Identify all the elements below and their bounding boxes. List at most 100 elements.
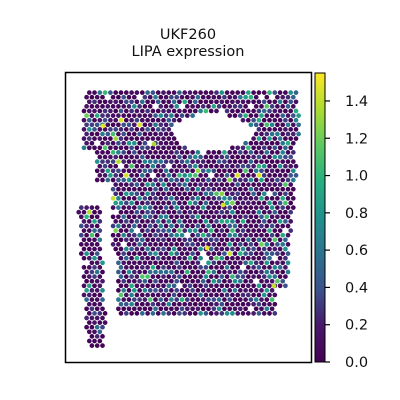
expression-spot xyxy=(267,117,272,123)
expression-spot xyxy=(92,145,97,151)
expression-spot xyxy=(251,274,256,279)
expression-spot xyxy=(100,140,105,146)
expression-spot xyxy=(110,196,116,201)
expression-spot xyxy=(134,292,140,298)
expression-spot xyxy=(208,301,214,307)
expression-spot xyxy=(184,288,190,293)
expression-spot xyxy=(161,200,166,206)
expression-spot xyxy=(184,306,190,312)
expression-spot xyxy=(214,274,219,279)
expression-spot xyxy=(142,223,148,229)
expression-spot xyxy=(272,246,278,252)
expression-spot xyxy=(283,90,288,95)
expression-spot xyxy=(203,301,209,307)
expression-spot xyxy=(171,163,177,169)
expression-spot xyxy=(235,182,241,187)
expression-spot xyxy=(179,196,185,201)
expression-spot xyxy=(179,205,185,210)
expression-spot xyxy=(161,237,166,243)
expression-spot xyxy=(105,113,111,118)
expression-spot xyxy=(116,251,121,256)
expression-spot xyxy=(86,311,92,316)
expression-spot xyxy=(118,292,124,298)
expression-spot xyxy=(155,283,161,289)
expression-spot xyxy=(240,283,246,289)
expression-spot xyxy=(116,113,121,118)
expression-spot xyxy=(283,127,288,132)
expression-spot xyxy=(163,150,169,155)
expression-spot xyxy=(145,127,150,132)
expression-spot xyxy=(235,219,241,224)
expression-spot xyxy=(259,186,264,192)
expression-spot xyxy=(139,265,145,270)
expression-spot xyxy=(182,173,188,178)
expression-spot xyxy=(182,200,188,206)
expression-spot xyxy=(169,288,174,293)
expression-spot xyxy=(230,311,235,316)
expression-spot xyxy=(129,154,134,160)
expression-spot xyxy=(203,173,209,178)
expression-spot xyxy=(230,145,235,151)
expression-spot xyxy=(272,274,278,279)
expression-spot xyxy=(269,288,275,293)
expression-spot xyxy=(137,260,142,266)
expression-spot xyxy=(200,159,206,164)
expression-spot xyxy=(182,311,188,316)
expression-spot xyxy=(190,104,195,109)
expression-spot xyxy=(92,209,97,215)
expression-spot xyxy=(116,150,121,155)
colorbar-tick-label: 1.4 xyxy=(345,94,368,110)
expression-spot xyxy=(139,255,145,261)
expression-spot xyxy=(126,196,132,201)
expression-spot xyxy=(256,136,262,141)
expression-spot xyxy=(240,246,246,252)
expression-spot xyxy=(256,173,262,178)
expression-spot xyxy=(219,292,225,298)
expression-spot xyxy=(224,209,230,215)
expression-spot xyxy=(275,94,280,100)
expression-spot xyxy=(110,131,116,137)
expression-spot xyxy=(126,223,132,229)
expression-spot xyxy=(121,196,127,201)
expression-spot xyxy=(245,209,251,215)
expression-spot xyxy=(269,232,275,238)
expression-spot xyxy=(171,255,177,261)
expression-spot xyxy=(163,242,169,247)
expression-spot xyxy=(267,163,272,169)
expression-spot xyxy=(248,150,254,155)
expression-spot xyxy=(118,246,124,252)
expression-spot xyxy=(198,274,203,279)
expression-spot xyxy=(131,104,137,109)
expression-spot xyxy=(224,292,230,298)
expression-spot xyxy=(198,99,203,105)
expression-spot xyxy=(169,251,174,256)
expression-spot xyxy=(227,306,233,312)
expression-spot xyxy=(182,90,188,95)
expression-spot xyxy=(184,251,190,256)
expression-spot xyxy=(137,214,142,220)
expression-spot xyxy=(190,269,195,275)
expression-spot xyxy=(187,311,193,316)
expression-spot xyxy=(121,269,127,275)
expression-spot xyxy=(219,219,225,224)
expression-spot xyxy=(163,214,169,220)
expression-spot xyxy=(158,297,164,302)
expression-spot xyxy=(89,306,95,312)
expression-spot xyxy=(259,223,264,229)
expression-spot xyxy=(158,168,164,174)
expression-spot xyxy=(177,154,182,160)
expression-spot xyxy=(190,150,195,155)
expression-spot xyxy=(171,145,177,151)
expression-spot xyxy=(137,131,142,137)
expression-spot xyxy=(182,209,188,215)
expression-spot xyxy=(240,117,246,123)
expression-spot xyxy=(285,94,291,100)
expression-spot xyxy=(169,140,174,146)
expression-spot xyxy=(192,228,198,233)
expression-spot xyxy=(89,251,95,256)
expression-spot xyxy=(108,145,113,151)
expression-spot xyxy=(100,324,105,330)
expression-spot xyxy=(118,265,124,270)
expression-spot xyxy=(288,99,294,105)
